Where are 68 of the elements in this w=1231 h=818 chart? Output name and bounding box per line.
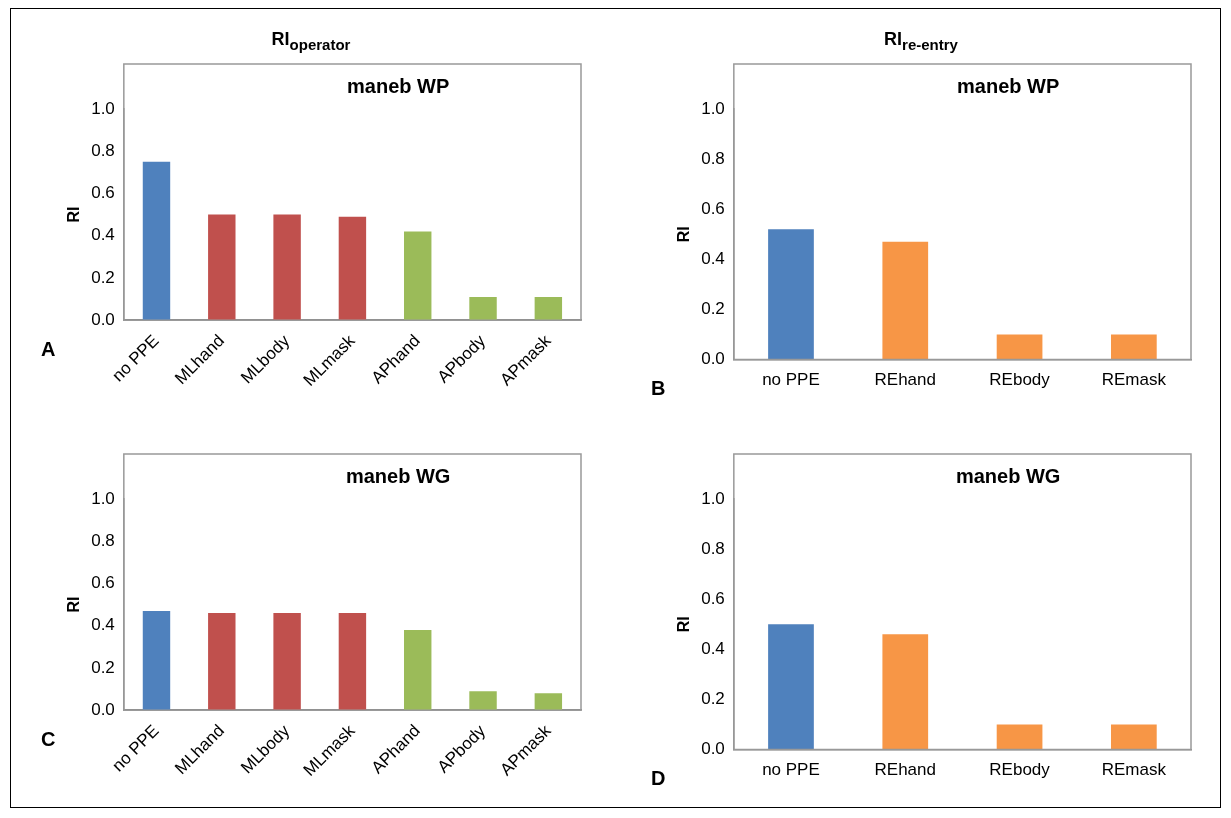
bar [142, 161, 171, 321]
y-tick-label: 0.2 [91, 267, 115, 287]
bar [273, 214, 301, 321]
y-tick-label: 0.0 [91, 699, 115, 719]
text: B [651, 377, 666, 400]
bar [404, 231, 432, 321]
x-tick-label: REmask [1101, 370, 1167, 390]
y-tick-label: 0.8 [701, 148, 725, 168]
bar [338, 613, 367, 711]
chart-subtitle: RI$_{re-entry}$ [883, 28, 959, 55]
y-tick-label: 0.4 [91, 615, 115, 635]
y-axis-title: RI [675, 226, 693, 243]
y-tick-label: 1.0 [91, 98, 115, 118]
x-tick-label: REhand [874, 760, 936, 780]
bar [404, 629, 432, 711]
y-tick-label: 0.4 [91, 225, 115, 245]
y-axis-title: RI [675, 616, 693, 633]
y-tick-label: 0.2 [91, 657, 115, 677]
text: A [41, 337, 56, 360]
y-tick-label: 0.2 [701, 299, 725, 319]
bar [1111, 724, 1157, 750]
y-tick-label: 0.0 [701, 739, 725, 759]
x-tick-label: REmask [1101, 760, 1167, 780]
y-tick-label: 0.4 [701, 249, 725, 269]
y-tick-label: 0.2 [701, 689, 725, 709]
bar [996, 334, 1043, 360]
y-tick-label: 0.8 [91, 140, 115, 160]
bar [534, 296, 563, 321]
y-tick-label: 0.8 [91, 530, 115, 550]
bar [996, 724, 1043, 750]
y-tick-label: 0.4 [701, 639, 725, 659]
y-axis-title: RI [65, 596, 83, 613]
y-tick-label: 0.6 [701, 588, 725, 608]
bar [208, 613, 236, 711]
x-tick-label: REbody [989, 760, 1051, 780]
bar [338, 216, 367, 321]
bar [469, 296, 497, 321]
bar [1111, 334, 1157, 360]
y-tick-label: 0.0 [91, 309, 115, 329]
chart-title: maneb WP [957, 74, 1060, 97]
y-tick-label: 0.6 [91, 183, 115, 203]
x-tick-label: REhand [874, 370, 936, 390]
y-tick-label: 0.8 [701, 538, 725, 558]
y-tick-label: 1.0 [91, 488, 115, 508]
x-tick-label: no PPE [762, 760, 820, 780]
bar [273, 613, 301, 711]
bar [208, 214, 236, 321]
y-tick-label: 1.0 [701, 488, 725, 508]
bar [142, 610, 171, 711]
bar [469, 691, 497, 711]
bar [882, 634, 929, 750]
y-tick-label: 0.0 [701, 349, 725, 369]
bar [768, 229, 814, 360]
y-axis-title: RI [65, 206, 83, 223]
y-tick-label: 0.6 [701, 198, 725, 218]
chart-title: maneb WG [345, 464, 451, 487]
x-tick-label: no PPE [762, 370, 820, 390]
chart-subtitle: RI$_{operator}$ [270, 28, 352, 55]
chart-title: maneb WP [347, 74, 450, 97]
bar [768, 624, 814, 750]
y-tick-label: 0.6 [91, 573, 115, 593]
text: D [651, 767, 666, 790]
chart-title: maneb WG [955, 464, 1061, 487]
x-tick-label: REbody [989, 370, 1051, 390]
y-tick-label: 1.0 [701, 98, 725, 118]
bar [534, 693, 563, 711]
text: C [41, 727, 56, 750]
bar [882, 241, 929, 360]
